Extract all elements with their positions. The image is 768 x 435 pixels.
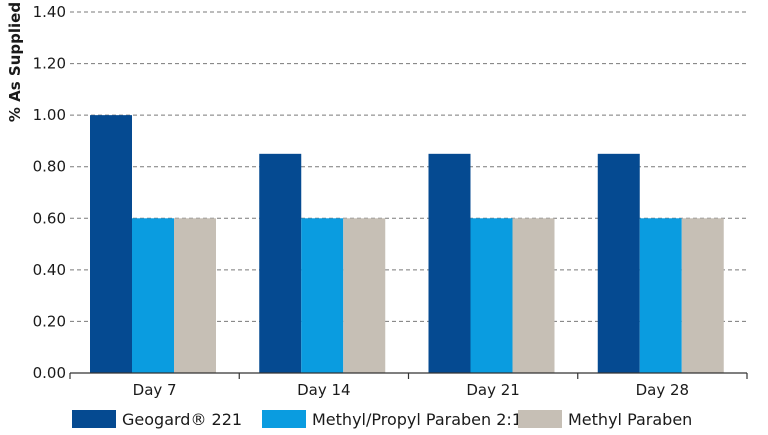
y-tick-label: 0.00 <box>33 364 66 382</box>
bar <box>428 153 471 373</box>
y-tick-label: 0.40 <box>33 261 66 279</box>
x-tick-label: Day 14 <box>297 381 350 399</box>
bar <box>132 218 174 373</box>
bar <box>259 153 302 373</box>
bar <box>174 218 216 373</box>
y-axis-ticks: 0.00 0.20 0.40 0.60 0.80 1.00 1.20 1.40 <box>33 3 66 382</box>
bar <box>90 115 132 374</box>
bar <box>639 218 682 373</box>
x-axis-ticks: Day 7 Day 14 Day 21 Day 28 <box>69 373 748 399</box>
bars <box>90 115 724 374</box>
legend-label: Methyl Paraben <box>568 410 692 429</box>
y-tick-label: 0.60 <box>33 209 66 227</box>
x-tick-label: Day 7 <box>133 381 177 399</box>
bar <box>681 218 724 373</box>
bar <box>343 218 386 373</box>
bar <box>597 153 640 373</box>
legend-swatch <box>262 410 306 428</box>
y-tick-label: 1.20 <box>33 55 66 73</box>
y-tick-label: 0.20 <box>33 312 66 330</box>
legend-label: Methyl/Propyl Paraben 2:1 <box>312 410 522 429</box>
bar <box>470 218 513 373</box>
legend-swatch <box>72 410 116 428</box>
legend: Geogard® 221 Methyl/Propyl Paraben 2:1 Met… <box>72 410 692 429</box>
x-tick-label: Day 21 <box>466 381 519 399</box>
bar <box>301 218 344 373</box>
legend-label: Geogard® 221 <box>122 410 242 429</box>
y-tick-label: 1.00 <box>33 106 66 124</box>
y-axis-label: % As Supplied <box>6 2 24 122</box>
y-tick-label: 1.40 <box>33 3 66 21</box>
bar <box>512 218 555 373</box>
y-tick-label: 0.80 <box>33 158 66 176</box>
legend-swatch <box>518 410 562 428</box>
x-tick-label: Day 28 <box>636 381 689 399</box>
